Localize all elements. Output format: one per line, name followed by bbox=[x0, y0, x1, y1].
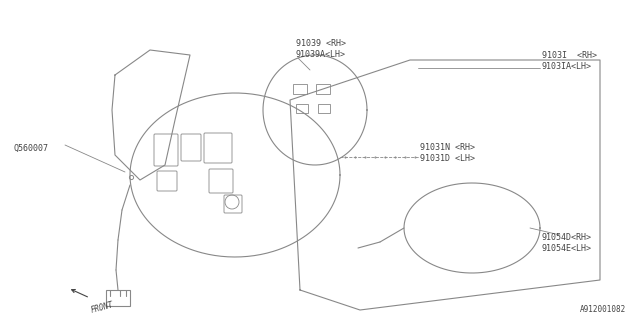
Bar bbox=[106, 290, 130, 306]
Text: 91039A<LH>: 91039A<LH> bbox=[296, 50, 346, 59]
Text: 91031D <LH>: 91031D <LH> bbox=[420, 154, 475, 163]
Text: 91054E<LH>: 91054E<LH> bbox=[541, 244, 591, 253]
Bar bbox=[316, 84, 330, 94]
Text: Q560007: Q560007 bbox=[14, 143, 49, 153]
Bar bbox=[318, 104, 330, 113]
Text: 91054D<RH>: 91054D<RH> bbox=[541, 233, 591, 242]
Text: FRONT: FRONT bbox=[90, 300, 115, 315]
Bar bbox=[296, 104, 308, 113]
Text: 91031N <RH>: 91031N <RH> bbox=[420, 143, 475, 152]
Text: 9103IA<LH>: 9103IA<LH> bbox=[542, 62, 592, 71]
Text: 9103I  <RH>: 9103I <RH> bbox=[542, 51, 597, 60]
Text: A912001082: A912001082 bbox=[580, 305, 626, 314]
Bar bbox=[293, 84, 307, 94]
Text: 91039 <RH>: 91039 <RH> bbox=[296, 39, 346, 48]
